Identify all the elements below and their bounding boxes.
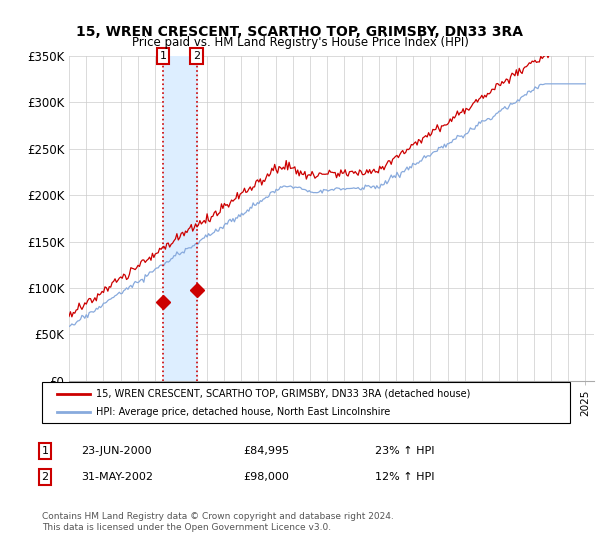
Text: £84,995: £84,995 (243, 446, 289, 456)
Text: 15, WREN CRESCENT, SCARTHO TOP, GRIMSBY, DN33 3RA (detached house): 15, WREN CRESCENT, SCARTHO TOP, GRIMSBY,… (96, 389, 470, 399)
Text: 23% ↑ HPI: 23% ↑ HPI (375, 446, 434, 456)
Bar (163, 56, 197, 381)
Text: 23-JUN-2000: 23-JUN-2000 (81, 446, 152, 456)
Text: Contains HM Land Registry data © Crown copyright and database right 2024.
This d: Contains HM Land Registry data © Crown c… (42, 512, 394, 532)
Text: £98,000: £98,000 (243, 472, 289, 482)
Text: 12% ↑ HPI: 12% ↑ HPI (375, 472, 434, 482)
Text: HPI: Average price, detached house, North East Lincolnshire: HPI: Average price, detached house, Nort… (96, 407, 390, 417)
Text: Price paid vs. HM Land Registry's House Price Index (HPI): Price paid vs. HM Land Registry's House … (131, 36, 469, 49)
Text: 15, WREN CRESCENT, SCARTHO TOP, GRIMSBY, DN33 3RA: 15, WREN CRESCENT, SCARTHO TOP, GRIMSBY,… (77, 25, 523, 39)
Text: 1: 1 (160, 51, 167, 61)
Text: 2: 2 (41, 472, 49, 482)
Text: 1: 1 (41, 446, 49, 456)
Text: 31-MAY-2002: 31-MAY-2002 (81, 472, 153, 482)
Text: 2: 2 (193, 51, 200, 61)
